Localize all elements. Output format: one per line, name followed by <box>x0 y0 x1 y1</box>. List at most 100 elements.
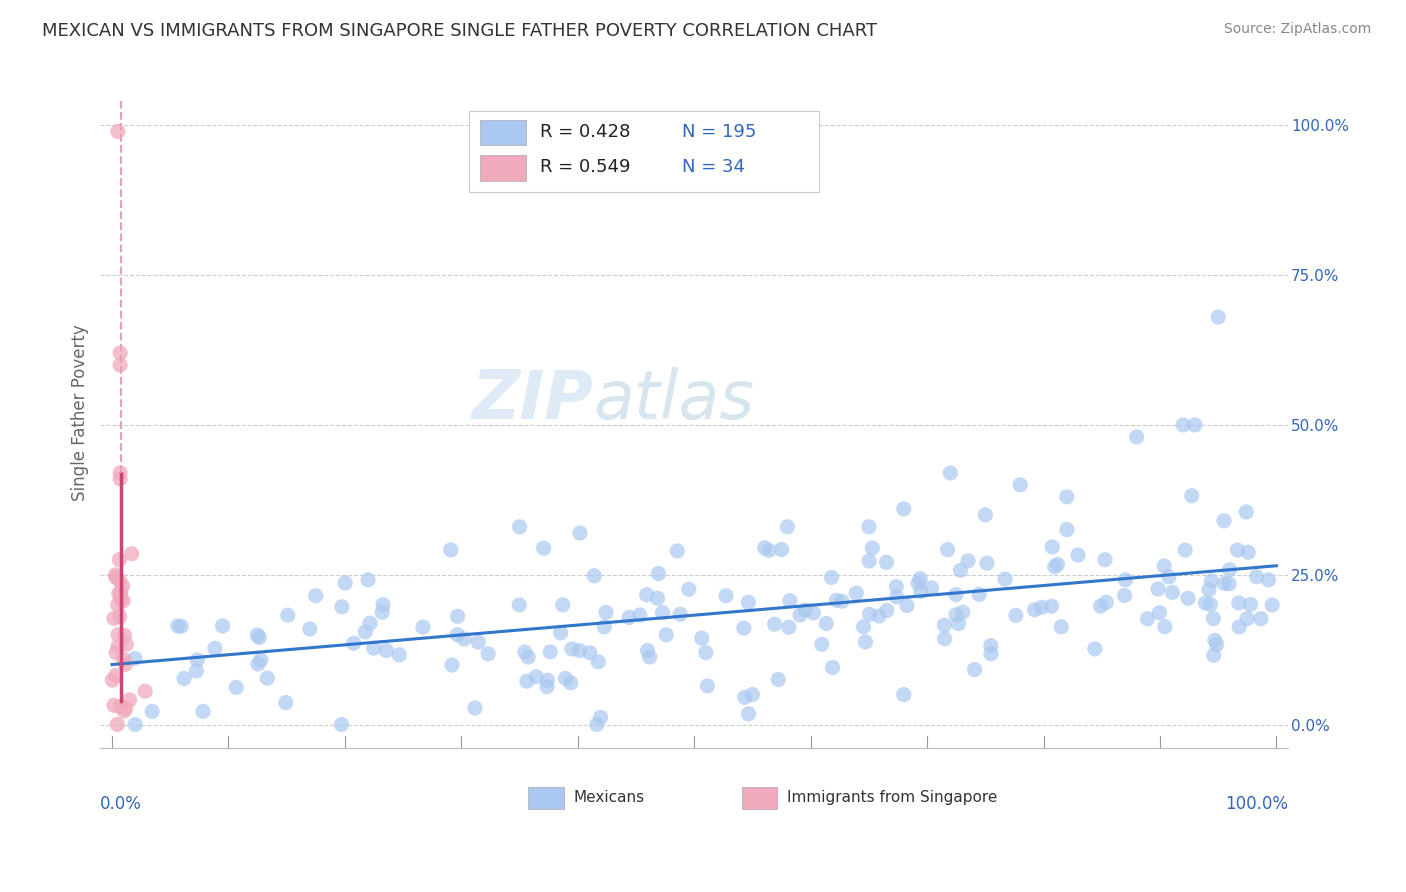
Point <box>1090 599 1112 614</box>
Point <box>536 680 558 694</box>
Point <box>690 631 713 645</box>
Point <box>858 607 880 622</box>
Point <box>1202 648 1225 663</box>
Point <box>108 466 131 480</box>
Point <box>446 609 468 624</box>
Point <box>333 576 356 591</box>
Point <box>1094 553 1116 567</box>
Point <box>108 472 131 486</box>
Point <box>1136 612 1159 626</box>
Text: R = 0.549: R = 0.549 <box>540 159 630 177</box>
Point <box>508 598 530 612</box>
Point <box>893 501 915 516</box>
Point <box>579 646 602 660</box>
Point <box>112 652 135 666</box>
Point <box>1005 608 1028 623</box>
Point <box>186 653 208 667</box>
Point <box>1213 576 1236 591</box>
Point <box>860 541 883 555</box>
Point <box>810 637 832 651</box>
Point <box>371 598 394 612</box>
Point <box>1246 569 1268 583</box>
Point <box>568 643 591 657</box>
Point <box>695 646 717 660</box>
Point <box>103 611 125 625</box>
Point <box>794 603 817 617</box>
Point <box>939 466 962 480</box>
Point <box>1125 430 1147 444</box>
Point <box>763 617 786 632</box>
Point <box>1177 591 1199 606</box>
Point <box>589 710 612 724</box>
Point <box>298 622 321 636</box>
Point <box>852 620 875 634</box>
FancyBboxPatch shape <box>481 120 526 145</box>
Point <box>246 628 269 642</box>
Point <box>561 642 583 657</box>
Point <box>637 643 659 657</box>
Point <box>936 542 959 557</box>
Point <box>638 649 661 664</box>
Point <box>820 570 842 584</box>
Point <box>477 647 499 661</box>
Point <box>636 588 658 602</box>
Point <box>110 592 132 607</box>
Point <box>108 358 131 372</box>
Point <box>1227 620 1250 634</box>
Point <box>453 632 475 646</box>
Point <box>1184 417 1206 432</box>
Point <box>855 635 877 649</box>
Point <box>980 639 1002 653</box>
Point <box>1114 589 1136 603</box>
Point <box>1218 576 1240 591</box>
Point <box>1153 559 1175 574</box>
Point <box>107 598 129 612</box>
Point <box>108 574 131 588</box>
Point <box>249 653 271 667</box>
Point <box>678 582 700 597</box>
Point <box>858 520 880 534</box>
Y-axis label: Single Father Poverty: Single Father Poverty <box>72 325 89 501</box>
Point <box>1173 417 1195 432</box>
Point <box>779 593 801 607</box>
Point <box>256 671 278 685</box>
Point <box>247 631 270 645</box>
Point <box>845 586 868 600</box>
Point <box>173 672 195 686</box>
Point <box>876 603 898 617</box>
Point <box>1024 603 1046 617</box>
Point <box>770 542 793 557</box>
Point <box>921 581 943 595</box>
Point <box>101 673 124 688</box>
Point <box>952 605 974 619</box>
Point <box>714 589 737 603</box>
Point <box>118 693 141 707</box>
Text: Source: ZipAtlas.com: Source: ZipAtlas.com <box>1223 22 1371 37</box>
Point <box>114 657 136 672</box>
Point <box>963 663 986 677</box>
FancyBboxPatch shape <box>468 111 818 192</box>
Point <box>908 572 931 586</box>
Text: 100.0%: 100.0% <box>1225 796 1288 814</box>
Point <box>107 640 129 654</box>
Point <box>191 705 214 719</box>
Point <box>330 717 353 731</box>
Point <box>868 609 890 624</box>
Point <box>1213 514 1236 528</box>
Point <box>758 543 780 558</box>
Point <box>560 675 582 690</box>
Point <box>696 679 718 693</box>
Point <box>1040 540 1063 554</box>
Point <box>211 619 233 633</box>
Point <box>1205 638 1227 652</box>
Point <box>876 555 898 569</box>
Point <box>1031 600 1053 615</box>
Point <box>141 705 163 719</box>
Point <box>737 706 759 721</box>
Point <box>1199 598 1222 612</box>
FancyBboxPatch shape <box>742 787 778 809</box>
Point <box>1227 596 1250 610</box>
Point <box>112 594 135 608</box>
Point <box>110 699 132 714</box>
Point <box>440 658 463 673</box>
